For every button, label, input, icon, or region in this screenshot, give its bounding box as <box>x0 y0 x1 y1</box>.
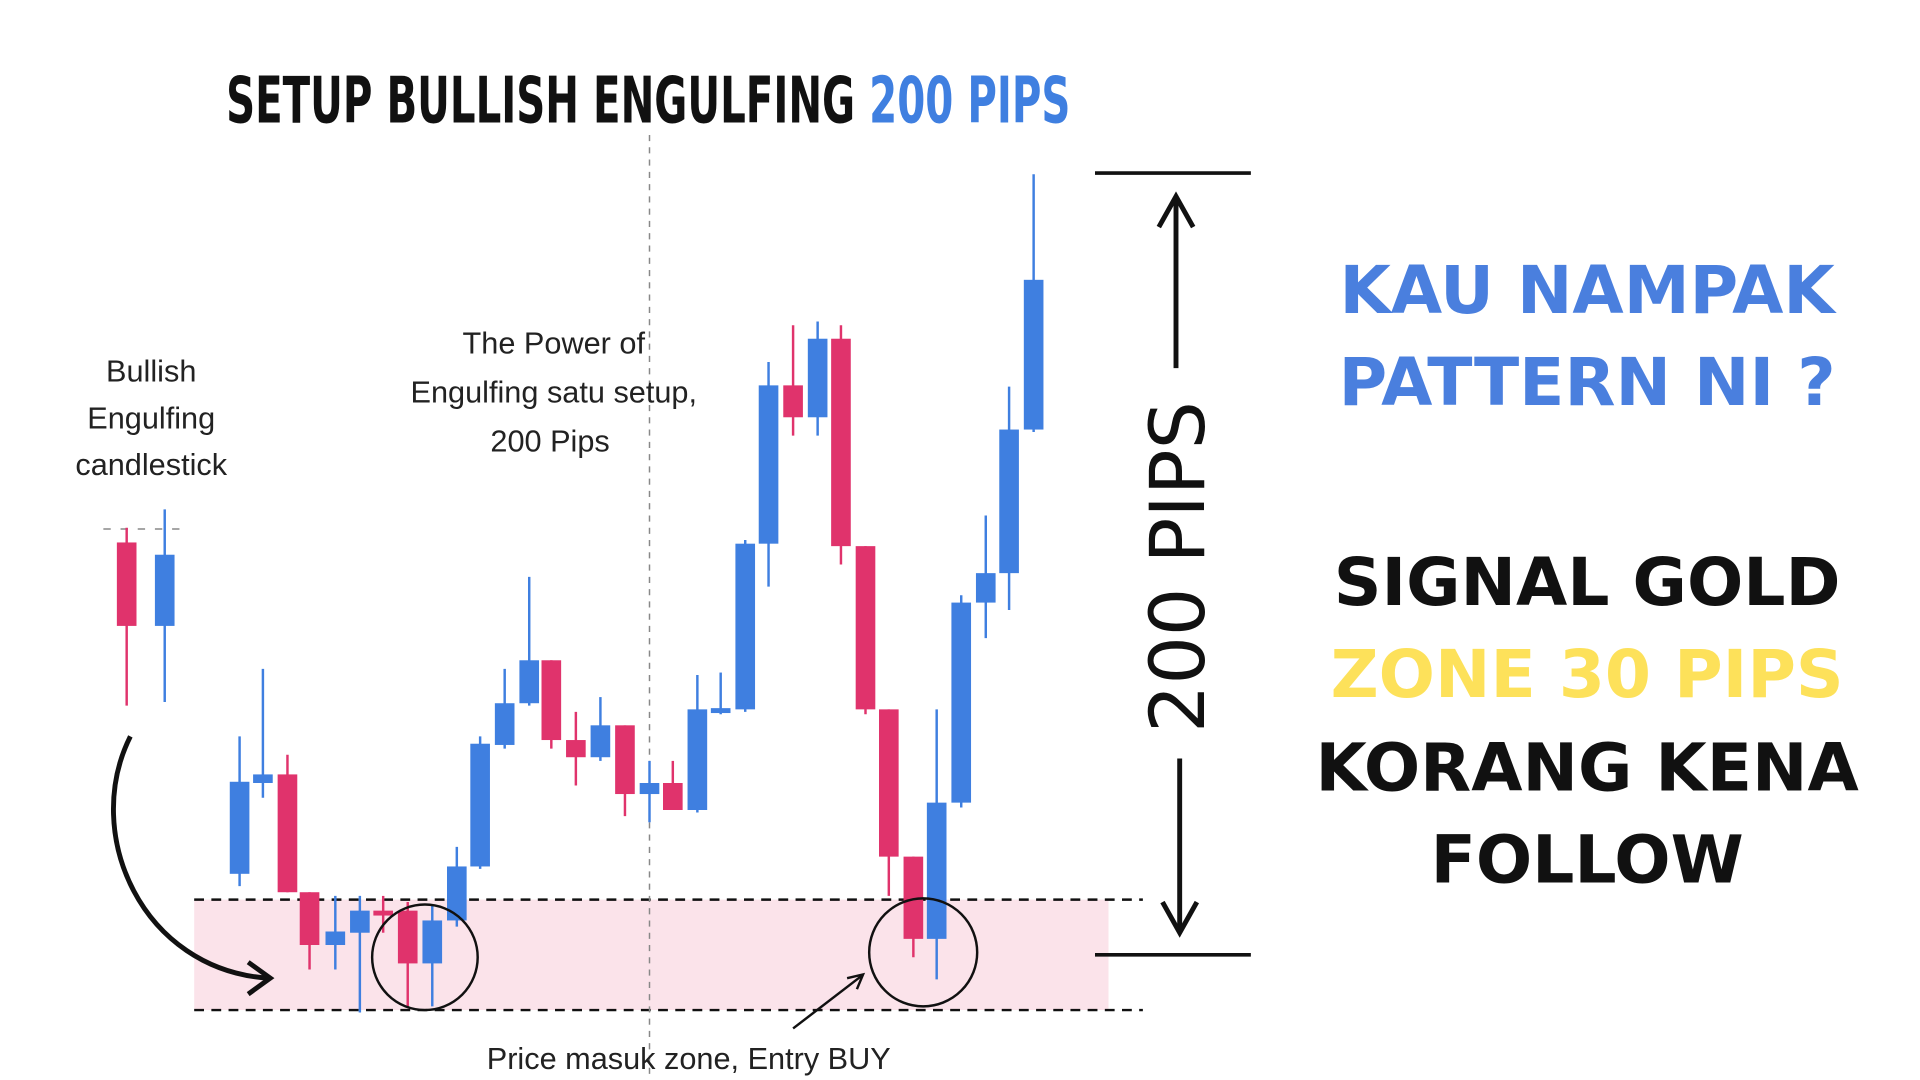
arrow-head <box>1160 900 1200 938</box>
candle-body <box>1023 279 1044 430</box>
bullish-note: Bullish Engulfing candlestick <box>75 354 227 482</box>
candle-body <box>783 385 803 418</box>
candle-body <box>470 743 490 867</box>
candle-body <box>590 725 611 758</box>
title-main: SETUP BULLISH ENGULFING <box>226 65 855 139</box>
candle-body <box>325 931 346 945</box>
title-highlight: 200 PIPS <box>869 65 1070 139</box>
candle-body <box>615 725 635 795</box>
candle-body <box>373 910 393 916</box>
candle-body <box>639 783 660 795</box>
candle-body <box>735 543 756 710</box>
entry-note: Price masuk zone, Entry BUY <box>487 1041 891 1076</box>
candle-body <box>975 573 996 603</box>
candle-body <box>277 774 298 893</box>
highlight-circle <box>867 897 979 1008</box>
note-line: Engulfing <box>87 400 215 435</box>
question-line: KAU NAMPAK <box>1339 251 1837 329</box>
candle-body <box>663 783 683 810</box>
follow-line: FOLLOW <box>1431 820 1744 898</box>
candle-body <box>299 892 320 945</box>
curved-arrow <box>111 735 268 981</box>
candle-body <box>519 660 540 704</box>
candle-body <box>831 338 851 547</box>
arrow-head <box>246 960 275 997</box>
candle-body <box>422 920 443 964</box>
candle-body <box>229 781 250 874</box>
candle-body <box>855 546 876 710</box>
candle-body <box>397 910 418 964</box>
note-line: Bullish <box>106 354 196 389</box>
highlight-circle <box>370 903 479 1012</box>
measure-label: 200 PIPS <box>1133 401 1222 733</box>
candle-body <box>807 338 828 418</box>
entry-arrow <box>792 974 863 1030</box>
note-line: Engulfing satu setup, <box>411 375 697 410</box>
candle-body <box>758 385 779 544</box>
title: SETUP BULLISH ENGULFING 200 PIPS <box>226 65 1070 139</box>
candle-body <box>999 429 1019 574</box>
side-text: KAU NAMPAK PATTERN NI ? SIGNAL GOLD ZONE… <box>1315 251 1858 898</box>
arrow-head <box>1156 191 1196 229</box>
power-note: The Power of Engulfing satu setup, 200 P… <box>411 325 697 458</box>
candle-body <box>154 554 175 626</box>
arrow-head <box>846 972 866 990</box>
candle-body <box>926 802 947 939</box>
candle-body <box>116 542 137 626</box>
candle-body <box>687 709 708 810</box>
candle-body <box>879 709 899 857</box>
entry-zone <box>194 899 1109 1011</box>
candles <box>116 174 1044 1013</box>
candle-body <box>951 602 972 803</box>
note-line: 200 Pips <box>490 424 609 459</box>
follow-line: KORANG KENA <box>1315 728 1858 806</box>
candle-body <box>494 703 515 745</box>
note-line: candlestick <box>75 447 227 482</box>
candle-body <box>350 910 370 933</box>
candle-body <box>253 774 273 783</box>
candle-body <box>710 708 731 714</box>
candle-body <box>566 740 586 758</box>
question-line: PATTERN NI ? <box>1339 343 1836 421</box>
candle-body <box>903 856 924 939</box>
candle-body <box>447 866 467 921</box>
zone-line: ZONE 30 PIPS <box>1331 635 1844 713</box>
signal-line: SIGNAL GOLD <box>1334 543 1841 621</box>
note-line: The Power of <box>463 325 646 360</box>
candle-body <box>541 660 562 741</box>
